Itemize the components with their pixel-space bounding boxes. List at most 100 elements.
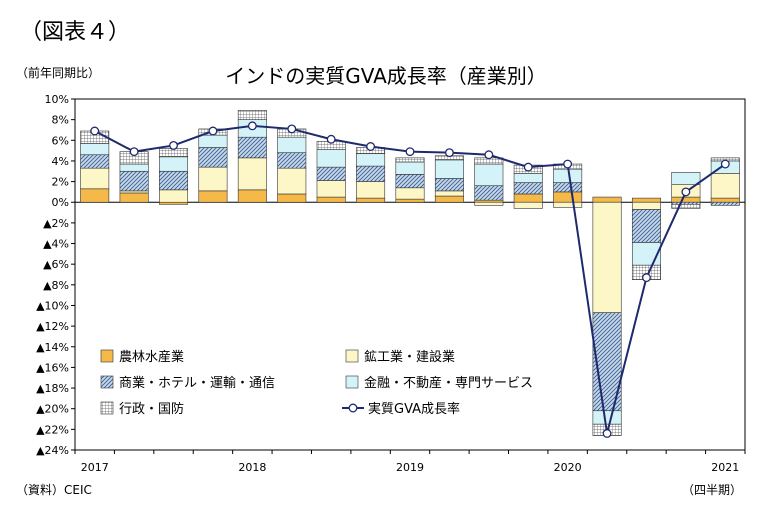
x-year-label: 2018: [238, 461, 266, 474]
y-tick-label: ▲2%: [43, 217, 69, 230]
gva-growth-point: [367, 143, 375, 151]
y-tick-label: ▲22%: [36, 423, 69, 436]
chart-plot: 10%8%6%4%2%0%▲2%▲4%▲6%▲8%▲10%▲12%▲14%▲16…: [0, 0, 772, 527]
gva-growth-point: [249, 122, 257, 130]
gva-growth-point: [170, 142, 178, 150]
bar-segment: [81, 155, 109, 168]
bar-segment: [120, 171, 148, 191]
y-tick-label: ▲12%: [36, 320, 69, 333]
bar-segment: [81, 143, 109, 154]
bar-segment: [356, 198, 384, 202]
bar-segment: [278, 137, 306, 152]
bar-segment: [553, 183, 581, 192]
bar-segment: [475, 164, 503, 186]
bar-segment: [711, 173, 739, 198]
y-tick-label: ▲18%: [36, 382, 69, 395]
x-year-label: 2021: [711, 461, 739, 474]
bar-segment: [553, 192, 581, 202]
bar-segment: [356, 154, 384, 166]
bar-segment: [396, 199, 424, 202]
bar-segment: [435, 196, 463, 202]
bar-segment: [238, 158, 266, 190]
bar-segment: [278, 168, 306, 194]
bar-segment: [317, 181, 345, 198]
gva-growth-point: [209, 127, 217, 135]
bar-segment: [238, 137, 266, 158]
bar-segment: [199, 191, 227, 202]
bar-segment: [199, 167, 227, 191]
legend-label: 実質GVA成長率: [368, 401, 460, 417]
y-tick-label: 6%: [52, 134, 69, 147]
y-tick-label: 10%: [45, 93, 69, 106]
y-tick-label: ▲8%: [43, 279, 69, 292]
gva-growth-point: [564, 160, 572, 168]
bar-segment: [396, 174, 424, 187]
bar-segment: [356, 182, 384, 199]
bar-segment: [317, 197, 345, 202]
bar-segment: [199, 148, 227, 168]
legend-swatch: [346, 376, 358, 388]
y-tick-label: 4%: [52, 155, 69, 168]
bar-segment: [475, 202, 503, 205]
legend-label: 金融・不動産・専門サービス: [364, 375, 533, 391]
bar-segment: [553, 169, 581, 182]
bar-segment: [120, 164, 148, 171]
legend-swatch: [346, 350, 358, 362]
bar-segment: [238, 190, 266, 202]
y-tick-label: ▲14%: [36, 341, 69, 354]
bar-segment: [593, 197, 621, 202]
bar-segment: [356, 166, 384, 181]
gva-growth-point: [91, 127, 99, 135]
bar-segment: [81, 189, 109, 202]
bar-segment: [514, 183, 542, 194]
legend-label: 行政・国防: [119, 401, 184, 417]
bar-segment: [593, 202, 621, 312]
x-year-label: 2020: [554, 461, 582, 474]
bar-segment: [159, 190, 187, 202]
bar-segment: [514, 202, 542, 208]
bar-segment: [711, 202, 739, 205]
bar-segment: [632, 202, 660, 209]
bar-segment: [475, 186, 503, 200]
gva-growth-point: [603, 430, 611, 438]
y-tick-label: 8%: [52, 114, 69, 127]
legend-label: 農林水産業: [119, 349, 184, 365]
y-tick-label: ▲10%: [36, 299, 69, 312]
bar-segment: [711, 198, 739, 202]
bar-segment: [514, 173, 542, 182]
gva-growth-point: [485, 151, 493, 159]
bar-segment: [553, 202, 581, 207]
legend-swatch: [101, 402, 113, 414]
bar-segment: [317, 150, 345, 168]
gva-growth-point: [682, 188, 690, 196]
legend-swatch: [101, 350, 113, 362]
legend-marker: [349, 404, 357, 412]
bar-segment: [396, 188, 424, 199]
bar-segment: [81, 168, 109, 189]
gva-growth-point: [524, 163, 532, 171]
bar-segment: [593, 411, 621, 424]
gva-growth-point: [406, 148, 414, 156]
y-tick-label: ▲4%: [43, 238, 69, 251]
bar-segment: [120, 193, 148, 202]
bar-segment: [120, 191, 148, 193]
bar-segment: [396, 158, 424, 162]
legend-label: 商業・ホテル・運輸・通信: [119, 375, 275, 391]
gva-growth-point: [721, 160, 729, 168]
y-tick-label: ▲20%: [36, 403, 69, 416]
bar-segment: [435, 160, 463, 179]
bar-segment: [514, 194, 542, 202]
y-tick-label: 0%: [52, 196, 69, 209]
bar-segment: [159, 171, 187, 190]
y-tick-label: 2%: [52, 176, 69, 189]
bar-segment: [672, 172, 700, 184]
gva-growth-point: [446, 149, 454, 157]
bar-segment: [435, 191, 463, 196]
legend-label: 鉱工業・建設業: [364, 349, 455, 365]
bar-segment: [672, 202, 700, 204]
gva-growth-point: [130, 148, 138, 156]
gva-growth-point: [643, 274, 651, 282]
bar-segment: [199, 135, 227, 147]
bar-segment: [278, 194, 306, 202]
bar-segment: [672, 197, 700, 202]
